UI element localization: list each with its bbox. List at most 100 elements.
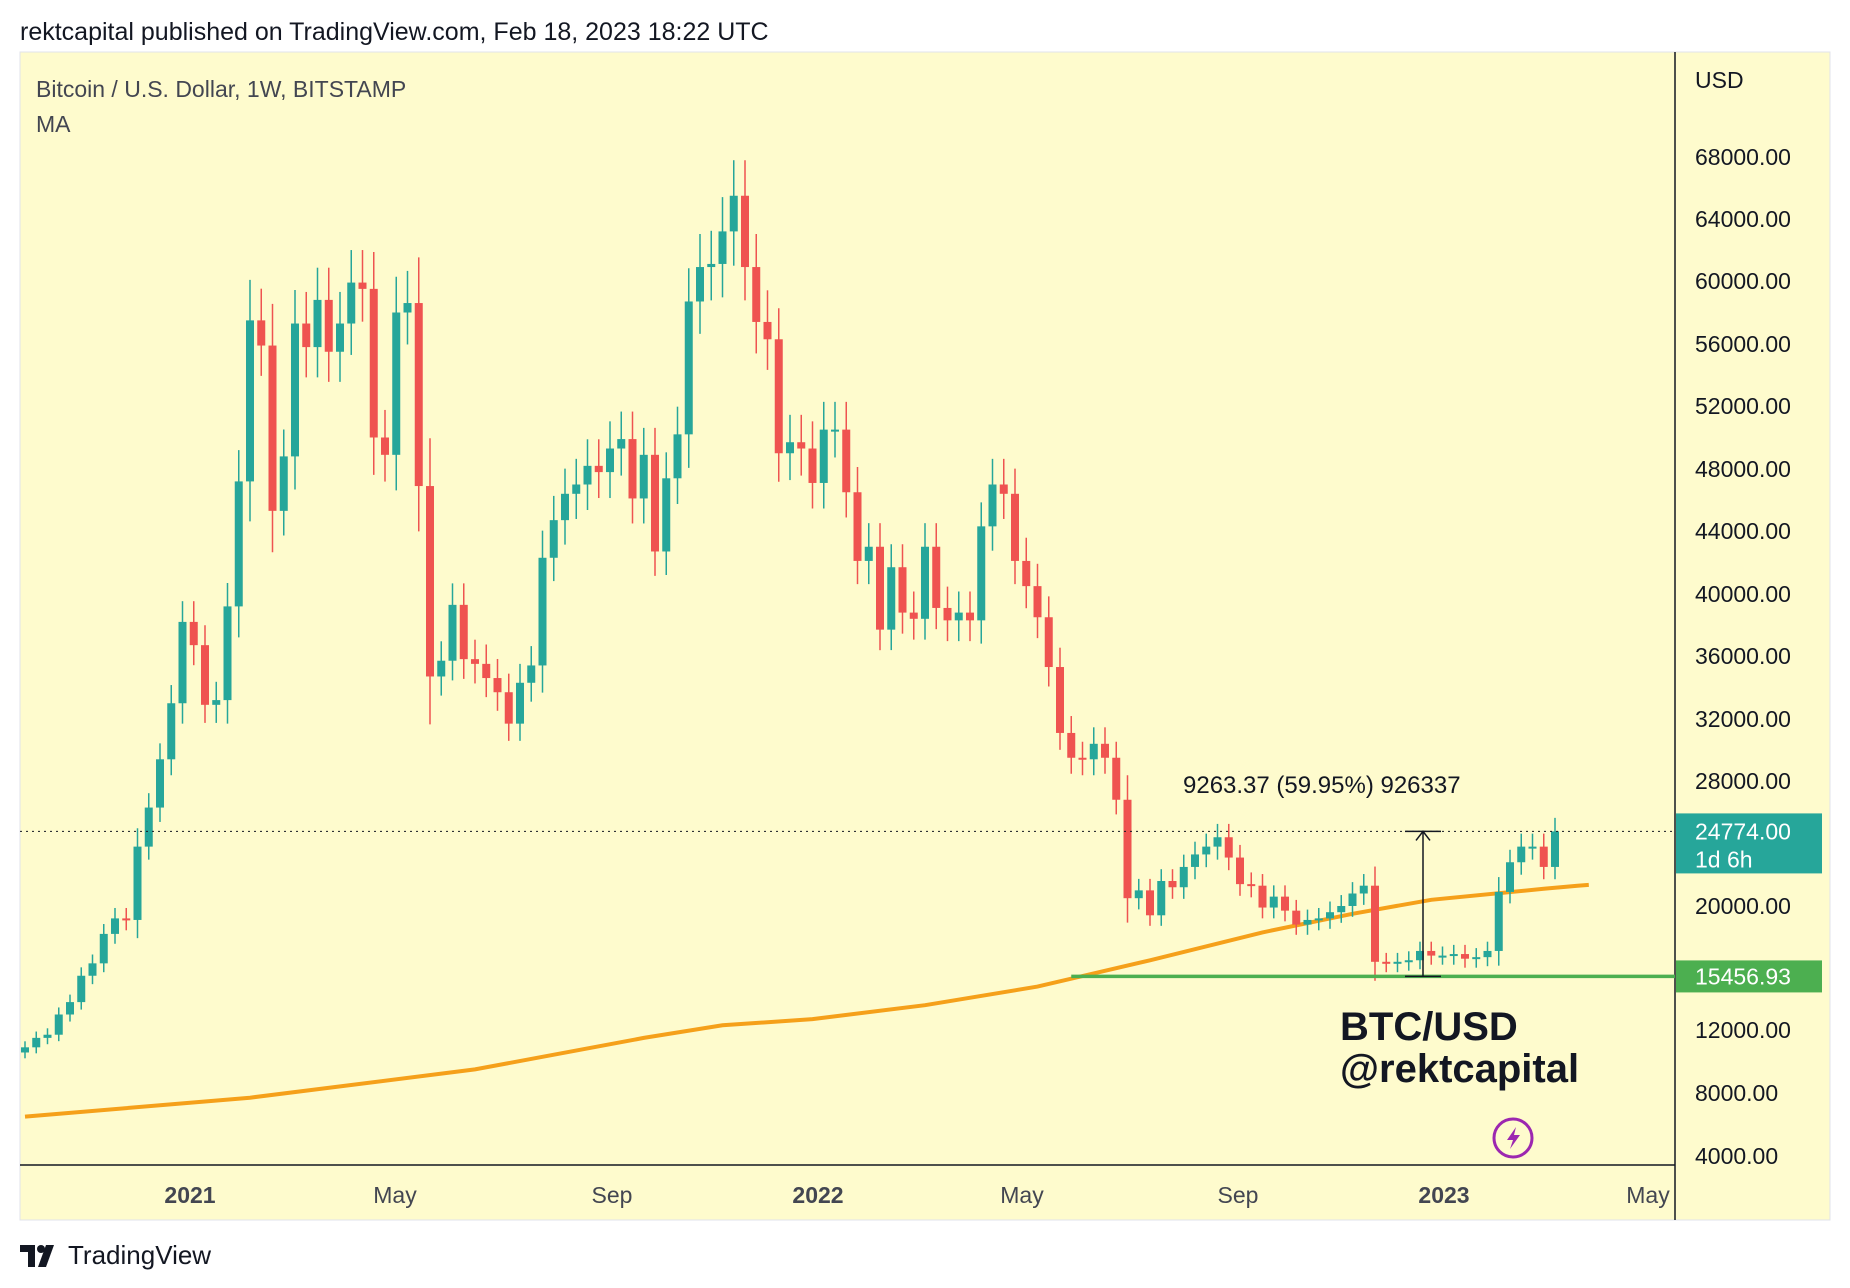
- candle-body: [201, 645, 209, 705]
- candle-body: [99, 933, 108, 964]
- y-tick-label: 48000.00: [1695, 456, 1791, 482]
- candle-body: [909, 612, 918, 619]
- x-tick-label: May: [1626, 1182, 1670, 1208]
- candle-body: [538, 557, 547, 666]
- candle-body: [696, 267, 704, 302]
- candle-body: [1247, 884, 1256, 887]
- candle-body: [606, 448, 614, 473]
- candle-body: [797, 442, 806, 449]
- candle-body: [583, 465, 592, 485]
- candle-body: [718, 231, 727, 264]
- candle-body: [1281, 896, 1289, 911]
- candle-body: [1101, 743, 1109, 758]
- candle-body: [448, 604, 457, 661]
- last-price-badge[interactable]: [1676, 813, 1822, 874]
- candle-body: [707, 263, 716, 268]
- tradingview-mark-icon: [20, 1244, 54, 1267]
- candle-body: [741, 195, 749, 268]
- candle-body: [1033, 586, 1042, 618]
- candle-body: [1494, 891, 1503, 951]
- candle-body: [1078, 757, 1087, 760]
- candle-body: [1393, 961, 1402, 964]
- candle-body: [1528, 846, 1537, 849]
- candle-body: [1011, 493, 1019, 561]
- y-tick-label: 4000.00: [1695, 1143, 1778, 1169]
- candle-body: [1314, 918, 1323, 921]
- candle-body: [628, 439, 637, 499]
- y-tick-label: 20000.00: [1695, 893, 1791, 919]
- candle-body: [1191, 854, 1199, 867]
- candle-body: [1539, 846, 1548, 867]
- candle-body: [1438, 955, 1447, 958]
- candle-body: [1123, 799, 1132, 899]
- y-tick-label: 28000.00: [1695, 768, 1791, 794]
- candle-body: [1348, 893, 1357, 906]
- measure-arrow-icon: [1415, 830, 1431, 841]
- candle-body: [392, 312, 401, 455]
- candle-body: [887, 567, 896, 630]
- candle-body: [617, 439, 626, 449]
- candle-body: [662, 478, 671, 552]
- candle-body: [21, 1047, 29, 1053]
- candle-body: [336, 323, 344, 352]
- candle-body: [594, 465, 603, 473]
- candle-body: [1089, 743, 1098, 760]
- candle-body: [1371, 885, 1379, 962]
- candle-body: [1449, 954, 1458, 957]
- candle-body: [66, 1002, 74, 1015]
- candle-body: [943, 607, 952, 621]
- candle-body: [1022, 560, 1031, 587]
- candle-body: [1202, 846, 1211, 855]
- candle-body: [1292, 910, 1301, 925]
- candle-body: [786, 442, 794, 454]
- candle-body: [1517, 846, 1526, 863]
- candle-body: [1258, 885, 1267, 908]
- x-tick-label: Sep: [1218, 1182, 1259, 1208]
- tradingview-brand: TradingView: [68, 1240, 212, 1270]
- candle-body: [1483, 950, 1492, 958]
- candle-body: [403, 303, 412, 313]
- candle-body: [212, 700, 221, 705]
- candle-body: [1337, 906, 1346, 913]
- x-tick-label: Sep: [592, 1182, 633, 1208]
- candle-body: [864, 546, 873, 561]
- candle-body: [673, 434, 682, 479]
- candle-body: [189, 621, 198, 646]
- candle-body: [1146, 890, 1154, 916]
- candle-body: [1461, 954, 1469, 959]
- candle-body: [43, 1034, 52, 1038]
- candle-body: [572, 484, 581, 494]
- y-tick-label: 44000.00: [1695, 518, 1791, 544]
- y-tick-label: 8000.00: [1695, 1080, 1778, 1106]
- candle-body: [1134, 890, 1143, 899]
- candle-body: [898, 567, 907, 613]
- y-tick-label: 56000.00: [1695, 331, 1791, 357]
- tradingview-logo[interactable]: TradingView: [20, 1240, 211, 1271]
- candle-body: [954, 612, 963, 621]
- candle-body: [1179, 866, 1188, 888]
- candle-body: [167, 703, 176, 760]
- candle-body: [302, 323, 311, 348]
- candle-body: [639, 454, 648, 499]
- candle-body: [504, 692, 513, 724]
- candle-body: [144, 807, 153, 847]
- candle-body: [684, 301, 693, 435]
- y-tick-label: 40000.00: [1695, 581, 1791, 607]
- x-tick-label: 2021: [164, 1182, 215, 1208]
- last-price-value: 24774.00: [1695, 818, 1791, 844]
- currency-label: USD: [1695, 67, 1744, 93]
- y-tick-label: 64000.00: [1695, 206, 1791, 232]
- candle-body: [966, 612, 974, 621]
- lightning-icon[interactable]: [1492, 1117, 1534, 1159]
- candle-body: [369, 288, 378, 438]
- candle-body: [268, 345, 277, 511]
- candle-body: [459, 604, 468, 660]
- candle-body: [561, 493, 569, 521]
- watermark-line-1: BTC/USD: [1340, 1005, 1518, 1049]
- measure-label: 9263.37 (59.95%) 926337: [1183, 772, 1461, 799]
- candle-body: [381, 437, 389, 455]
- candle-body: [1213, 837, 1222, 847]
- support-price-badge[interactable]: [1676, 960, 1822, 993]
- candle-body: [1551, 831, 1559, 867]
